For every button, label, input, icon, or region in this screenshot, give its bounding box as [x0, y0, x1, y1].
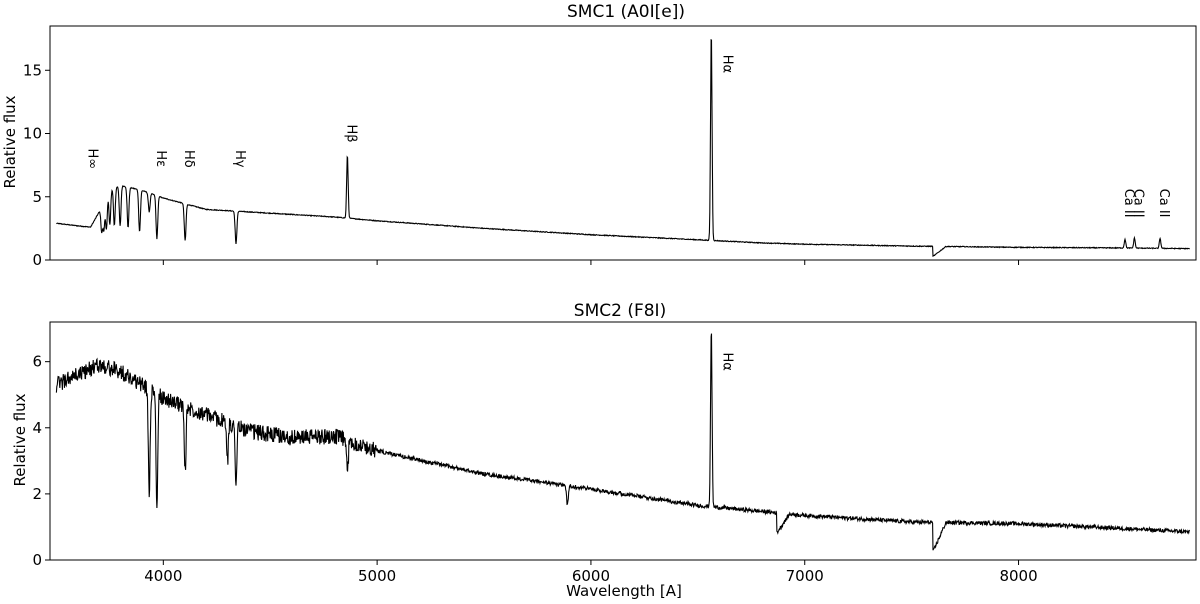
y-tick-label: 10	[23, 125, 42, 143]
y-tick-label: 15	[23, 61, 42, 79]
line-annotation: Hβ	[343, 124, 358, 142]
spectrum-line	[55, 333, 1191, 551]
y-tick-label: 6	[32, 353, 42, 371]
plot-frame	[49, 321, 1197, 561]
chart-title: SMC1 (A0I[e])	[567, 2, 685, 22]
line-annotation: Ca II	[1121, 189, 1136, 218]
y-tick-label: 4	[32, 419, 42, 437]
x-tick-label: 5000	[358, 567, 396, 585]
line-annotation: Hε	[153, 150, 168, 167]
line-annotation: Hα	[720, 353, 735, 371]
plot-area: 4000 5000 6000 7000 8000 0 2 4 6 Hα	[32, 333, 1191, 585]
chart-title: SMC2 (F8I)	[574, 301, 666, 321]
line-annotation: Hγ	[232, 150, 247, 168]
x-tick-label: 4000	[144, 567, 182, 585]
y-tick-label: 0	[32, 551, 42, 569]
spectrum-line	[56, 39, 1190, 257]
chart-panel-smc2: SMC2 (F8I) Relative flux Wavelength [A] …	[11, 301, 1197, 600]
line-annotation: Ca II	[1156, 189, 1171, 218]
x-axis-label: Wavelength [A]	[566, 582, 682, 600]
y-tick-label: 0	[32, 251, 42, 269]
x-tick-label: 6000	[572, 567, 610, 585]
line-annotation: Hα	[719, 55, 734, 73]
chart-panel-smc1: SMC1 (A0I[e]) Relative flux 0 5 10 15 H∞ Hε Hδ…	[1, 2, 1197, 269]
x-tick-label: 8000	[999, 567, 1037, 585]
x-tick-label: 7000	[786, 567, 824, 585]
line-annotation: Ca II	[1130, 189, 1145, 218]
line-annotation: Hδ	[181, 150, 196, 168]
line-annotation: H∞	[84, 148, 99, 169]
y-axis-label: Relative flux	[1, 95, 19, 188]
y-tick-label: 5	[32, 188, 42, 206]
y-axis-label: Relative flux	[11, 393, 29, 486]
plot-frame	[49, 25, 1197, 261]
y-tick-label: 2	[32, 485, 42, 503]
